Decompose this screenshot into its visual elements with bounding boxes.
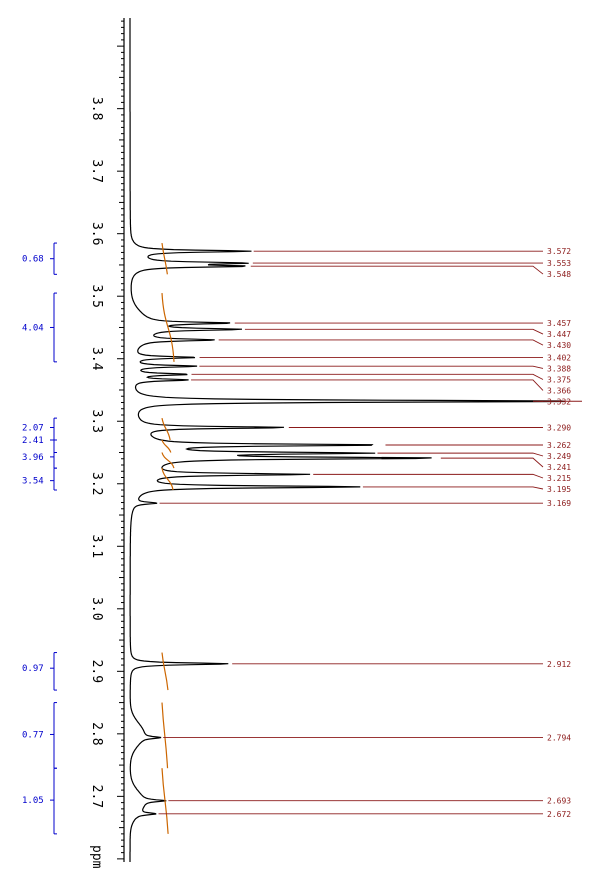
peak-marker-line	[191, 373, 544, 380]
axis-tick-label: 3.1	[89, 535, 104, 558]
integral-value: 1.05	[22, 796, 44, 806]
peak-label: 3.366	[547, 386, 571, 395]
integral-curve	[161, 439, 172, 453]
peak-label: 3.402	[547, 353, 571, 362]
axis-unit-label: ppm	[89, 845, 104, 869]
integral-curve	[161, 702, 169, 769]
axis-tick-label: 3.8	[89, 97, 104, 120]
integral-value: 3.96	[22, 453, 44, 463]
spectrum-trace	[129, 18, 565, 862]
peak-label: 3.457	[547, 319, 571, 328]
integral-curve	[161, 768, 169, 834]
peak-label: 3.249	[547, 452, 571, 461]
integral-value: 4.04	[22, 323, 44, 333]
spectrum-curve	[129, 18, 565, 862]
peak-marker-line	[191, 379, 544, 391]
peak-marker-line	[377, 452, 544, 457]
axis-tick-label: 3.2	[89, 472, 104, 495]
peak-marker-line	[440, 457, 544, 468]
axis-tick-label: 3.3	[89, 410, 104, 433]
peak-label: 3.430	[547, 341, 571, 350]
axis-tick-label: 3.0	[89, 597, 104, 620]
peak-label: 2.912	[547, 660, 571, 669]
integral-brackets: 0.68 4.04 2.07 2.41 3.96 3.54 0.97 0.77 1.05	[22, 242, 57, 835]
peak-label: 3.290	[547, 423, 571, 432]
peak-label: 3.388	[547, 364, 571, 373]
integral-curve	[161, 452, 175, 469]
integral-value: 2.07	[22, 423, 44, 433]
peak-label: 2.794	[547, 734, 571, 743]
peak-label: 3.572	[547, 247, 571, 256]
integral-curve	[161, 293, 175, 362]
integral-value: 0.97	[22, 664, 44, 674]
peak-marker-line	[218, 339, 544, 346]
axis-tick-label: 2.8	[89, 722, 104, 745]
peak-label: 3.447	[547, 330, 571, 339]
peak-label: 3.169	[547, 499, 571, 508]
peak-label: 3.332	[547, 397, 571, 406]
peak-marker-line	[244, 328, 544, 335]
peak-marker-line	[250, 265, 544, 275]
peak-label: 3.375	[547, 375, 571, 384]
integral-value: 3.54	[22, 477, 44, 487]
peak-label: 2.693	[547, 797, 571, 806]
axis-tick-label: 3.7	[89, 159, 104, 182]
integral-value: 0.68	[22, 255, 44, 265]
axis-tick-label: 3.6	[89, 222, 104, 245]
peak-labels: 3.572 3.553 3.548 3.457 3.447 3.430 3.402 3.388…	[158, 247, 582, 819]
axis-tick-label: 2.9	[89, 660, 104, 683]
integral-curve	[161, 468, 174, 491]
peak-label: 3.195	[547, 485, 571, 494]
peak-label: 3.215	[547, 474, 571, 483]
integral-curve	[161, 242, 168, 275]
integral-value: 0.77	[22, 730, 44, 740]
axis-tick-label: 2.7	[89, 785, 104, 808]
ppm-axis: 3.8 3.7 3.6 3.5 3.4 3.3 3.2 3.1 3.0 2.9 2.8 2.7	[89, 18, 125, 862]
peak-label: 3.553	[547, 259, 571, 268]
axis-tick-label: 3.5	[89, 284, 104, 307]
peak-label: 2.672	[547, 810, 571, 819]
peak-marker-line	[199, 365, 544, 369]
integral-value: 2.41	[22, 436, 44, 446]
peak-label: 3.262	[547, 441, 571, 450]
peak-marker-line	[362, 486, 544, 490]
peak-label: 3.548	[547, 270, 571, 279]
axis-tick-label: 3.4	[89, 347, 104, 371]
peak-label: 3.241	[547, 463, 571, 472]
integral-curve	[161, 652, 169, 691]
peak-marker-line	[313, 473, 544, 479]
integral-curve	[161, 418, 171, 441]
